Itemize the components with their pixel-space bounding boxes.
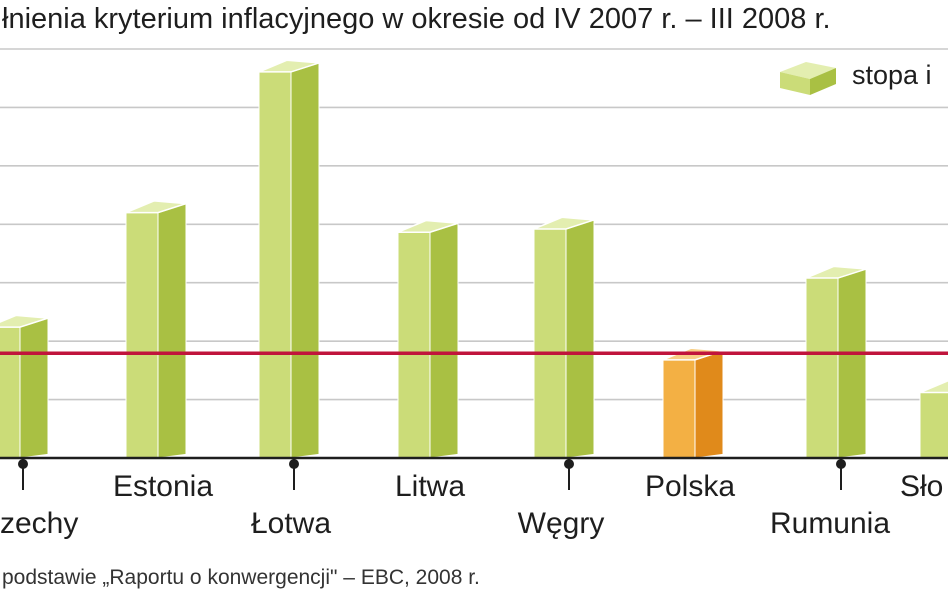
bar-front [533,228,567,459]
chart-title: łnienia kryterium inflacyjnego w okresie… [2,3,831,35]
bar-front [662,359,696,459]
legend: stopa i [780,60,932,95]
tick-dot [289,459,299,469]
bar-top [805,265,867,279]
category-label: Rumunia [770,507,890,540]
x-axis [0,456,948,490]
category-labels: zechy Estonia Łotwa Litwa Węgry Polska Rumunia… [0,470,943,540]
bar-3 [397,219,459,459]
source-note: podstawie „Raportu o konwergencji" – EBC… [2,566,480,589]
bar-side [565,219,595,459]
bar-2 [258,59,320,459]
bar-0 [0,314,49,459]
bar-front [397,231,431,459]
bar-top [397,219,459,233]
bar-4 [533,216,595,459]
bar-top [0,314,49,328]
bar-side [19,317,49,459]
tick-dot [564,459,574,469]
bar-front [919,392,948,459]
bar-6 [805,265,867,459]
category-label: Sło [900,470,943,503]
legend-label: stopa i [852,60,932,90]
bars [0,59,948,459]
bar-1 [125,200,187,459]
bar-side [694,350,724,459]
legend-swatch-front [780,72,810,95]
bar-side [290,62,320,459]
legend-swatch [780,62,836,95]
bar-top [919,380,948,394]
bar-side [429,222,459,459]
bar-side [157,202,187,459]
category-label: Polska [645,470,735,503]
legend-swatch-side [810,68,836,95]
bar-top [533,216,595,230]
category-label: zechy [0,507,78,540]
bar-front [805,277,839,459]
category-label: Łotwa [251,507,331,540]
category-label: Estonia [113,470,213,503]
bar-top [258,59,320,73]
bar-front [0,326,21,459]
bar-5 [662,347,724,459]
category-label: Litwa [395,470,465,503]
bar-top [125,200,187,214]
tick-dot [18,459,28,469]
category-label: Węgry [518,507,605,540]
bar-side [837,268,867,459]
bar-front [125,212,159,459]
bar-7 [919,380,948,459]
legend-swatch-top [780,62,836,79]
tick-dot [836,459,846,469]
bar-front [258,71,292,459]
